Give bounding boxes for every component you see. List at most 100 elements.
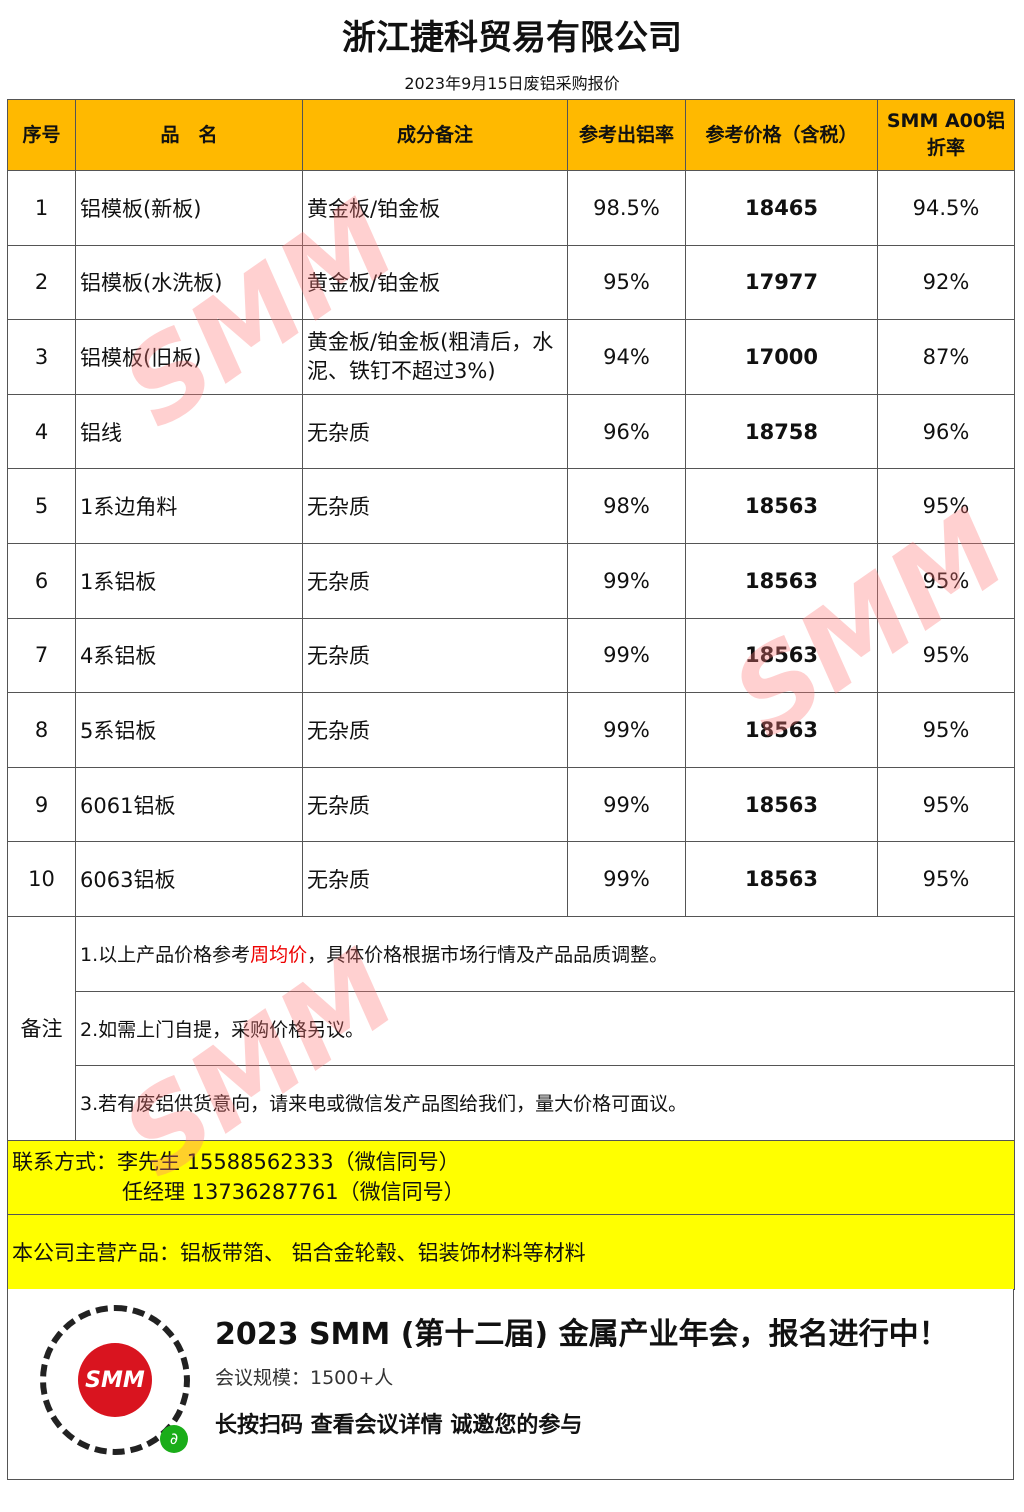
row-rate: 95%: [877, 841, 1015, 917]
row-price: 18758: [685, 393, 878, 470]
row-name: 1系铝板: [75, 542, 303, 619]
row-no: 2: [7, 244, 76, 321]
row-yield: 99%: [567, 766, 686, 843]
contact-li: 李先生 15588562333（微信同号）: [117, 1150, 460, 1175]
remark-2: 2.如需上门自提，采购价格另议。: [75, 990, 1015, 1067]
row-name: 4系铝板: [75, 617, 303, 694]
remark-1-text-end: ，具体价格根据市场行情及产品品质调整。: [307, 944, 669, 967]
row-price: 18563: [685, 841, 878, 917]
row-note: 无杂质: [302, 542, 568, 619]
row-name: 铝模板(新板): [75, 170, 303, 246]
header-yield: 参考出铝率: [567, 99, 686, 171]
conference-banner[interactable]: SMM ∂ 2023 SMM (第十二届) 金属产业年会，报名进行中！ 会议规模…: [7, 1289, 1014, 1480]
row-yield: 95%: [567, 244, 686, 321]
row-name: 铝模板(旧板): [75, 319, 303, 395]
table-row: 3 铝模板(旧板) 黄金板/铂金板(粗清后，水泥、铁钉不超过3%) 94% 17000 8…: [7, 319, 1015, 395]
remark-1-highlight: 周均价: [250, 944, 308, 967]
quote-date-subtitle: 2023年9月15日废铝采购报价: [404, 74, 620, 93]
remark-row: 3.若有废铝供货意向，请来电或微信发产品图给我们，量大价格可面议。: [8, 1065, 1015, 1141]
remark-row: 2.如需上门自提，采购价格另议。: [8, 990, 1015, 1067]
row-note: 无杂质: [302, 617, 568, 694]
row-price: 18563: [685, 468, 878, 544]
banner-scale: 会议规模：1500+人: [215, 1367, 394, 1389]
row-rate: 95%: [877, 766, 1015, 843]
row-price: 18563: [685, 766, 878, 843]
row-price: 17977: [685, 244, 878, 321]
row-note: 无杂质: [302, 468, 568, 544]
row-rate: 94.5%: [877, 170, 1015, 246]
smm-logo: SMM: [78, 1343, 152, 1417]
row-note: 无杂质: [302, 766, 568, 843]
row-price: 18563: [685, 692, 878, 768]
row-price: 18563: [685, 542, 878, 619]
contact-label: 联系方式：: [12, 1150, 117, 1175]
row-yield: 98.5%: [567, 170, 686, 246]
header-rate: SMM A00铝折率: [877, 99, 1015, 171]
row-note: 无杂质: [302, 692, 568, 768]
row-rate: 95%: [877, 617, 1015, 694]
banner-headline: 2023 SMM (第十二届) 金属产业年会，报名进行中！: [215, 1317, 949, 1352]
row-note: 无杂质: [302, 393, 568, 470]
row-yield: 99%: [567, 692, 686, 768]
row-price: 18465: [685, 170, 878, 246]
header-name: 品 名: [75, 99, 303, 171]
row-no: 8: [7, 692, 76, 768]
remark-row: 备注 1.以上产品价格参考周均价，具体价格根据市场行情及产品品质调整。: [7, 915, 1015, 1141]
header-note: 成分备注: [302, 99, 568, 171]
contact-cell: 联系方式：李先生 15588562333（微信同号） 任经理 137362877…: [7, 1139, 1015, 1216]
qr-code[interactable]: SMM ∂: [40, 1305, 190, 1455]
banner-cta: 长按扫码 查看会议详情 诚邀您的参与: [215, 1413, 583, 1438]
company-title: 浙江捷科贸易有限公司: [342, 18, 682, 58]
row-no: 9: [7, 766, 76, 843]
remark-label: 备注: [7, 915, 76, 1141]
row-price: 17000: [685, 319, 878, 395]
contact-ren: 任经理 13736287761（微信同号）: [122, 1179, 465, 1204]
row-yield: 99%: [567, 841, 686, 917]
row-rate: 95%: [877, 542, 1015, 619]
row-name: 1系边角料: [75, 468, 303, 544]
table-row: 1 铝模板(新板) 黄金板/铂金板 98.5% 18465 94.5%: [7, 170, 1015, 246]
mini-program-icon: ∂: [160, 1425, 188, 1453]
row-note: 黄金板/铂金板(粗清后，水泥、铁钉不超过3%): [302, 319, 568, 395]
table-row: 6 1系铝板 无杂质 99% 18563 95%: [7, 542, 1015, 619]
row-note: 黄金板/铂金板: [302, 244, 568, 321]
row-note: 无杂质: [302, 841, 568, 917]
row-name: 5系铝板: [75, 692, 303, 768]
remark-1-text: 1.以上产品价格参考: [80, 944, 251, 967]
products-cell: 本公司主营产品：铝板带箔、 铝合金轮毂、铝装饰材料等材料: [7, 1214, 1015, 1290]
table-row: 8 5系铝板 无杂质 99% 18563 95%: [7, 692, 1015, 768]
table-row: 5 1系边角料 无杂质 98% 18563 95%: [7, 468, 1015, 544]
table-row: 10 6063铝板 无杂质 99% 18563 95%: [7, 841, 1015, 917]
table-row: 9 6061铝板 无杂质 99% 18563 95%: [7, 766, 1015, 843]
row-name: 铝模板(水洗板): [75, 244, 303, 321]
row-no: 10: [7, 841, 76, 917]
row-no: 5: [7, 468, 76, 544]
row-no: 7: [7, 617, 76, 694]
row-no: 4: [7, 393, 76, 470]
header-price: 参考价格（含税）: [685, 99, 878, 171]
row-no: 3: [7, 319, 76, 395]
row-name: 6063铝板: [75, 841, 303, 917]
contact-row: 联系方式：李先生 15588562333（微信同号） 任经理 137362877…: [7, 1139, 1015, 1216]
table-row: 7 4系铝板 无杂质 99% 18563 95%: [7, 617, 1015, 694]
table-header-row: 序号 品 名 成分备注 参考出铝率 参考价格（含税） SMM A00铝折率: [7, 99, 1015, 171]
row-yield: 98%: [567, 468, 686, 544]
row-yield: 99%: [567, 617, 686, 694]
products-row: 本公司主营产品：铝板带箔、 铝合金轮毂、铝装饰材料等材料: [7, 1214, 1015, 1290]
row-name: 铝线: [75, 393, 303, 470]
remark-1: 1.以上产品价格参考周均价，具体价格根据市场行情及产品品质调整。: [75, 915, 1015, 992]
remark-3: 3.若有废铝供货意向，请来电或微信发产品图给我们，量大价格可面议。: [75, 1065, 1015, 1141]
row-no: 1: [7, 170, 76, 246]
row-name: 6061铝板: [75, 766, 303, 843]
row-rate: 95%: [877, 692, 1015, 768]
row-rate: 95%: [877, 468, 1015, 544]
row-no: 6: [7, 542, 76, 619]
table-row: 4 铝线 无杂质 96% 18758 96%: [7, 393, 1015, 470]
row-note: 黄金板/铂金板: [302, 170, 568, 246]
row-rate: 92%: [877, 244, 1015, 321]
row-rate: 87%: [877, 319, 1015, 395]
row-yield: 94%: [567, 319, 686, 395]
row-yield: 96%: [567, 393, 686, 470]
row-price: 18563: [685, 617, 878, 694]
